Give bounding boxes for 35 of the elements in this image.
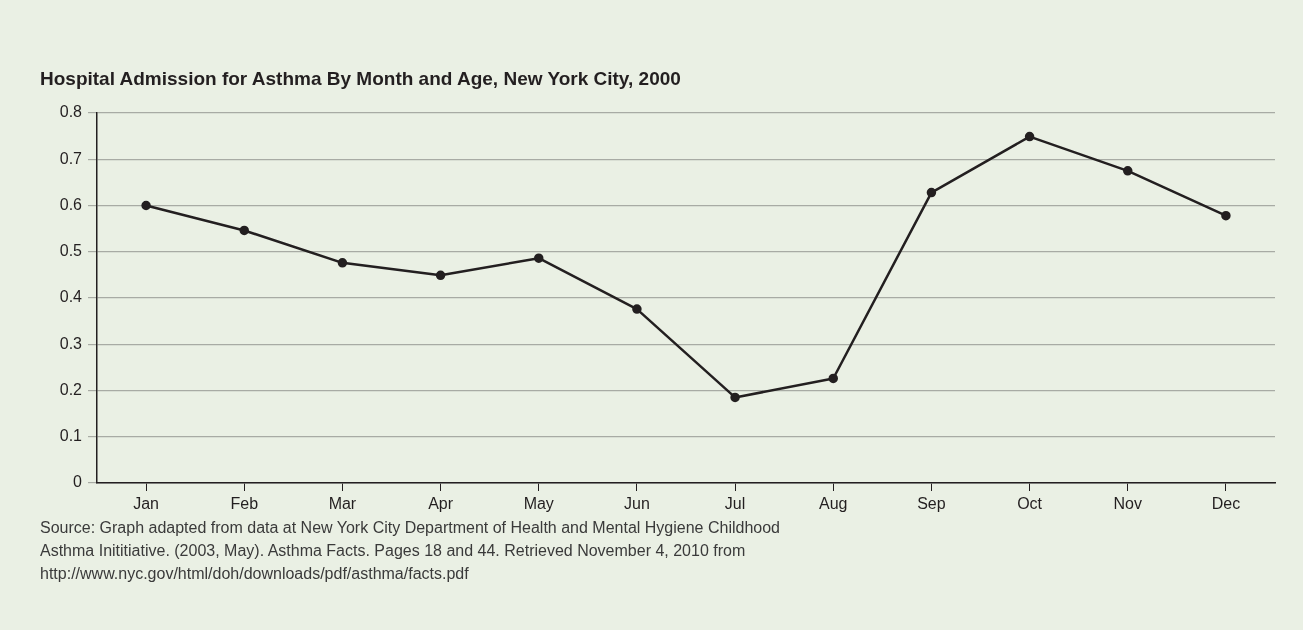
point bbox=[534, 253, 544, 263]
x-tick-label: Jun bbox=[624, 495, 650, 513]
y-tick-label: 0.8 bbox=[59, 103, 83, 121]
x-tick-label: Nov bbox=[1113, 495, 1142, 513]
x-tick-label: Feb bbox=[230, 495, 259, 513]
y-tick-label: 0 bbox=[73, 473, 83, 491]
point bbox=[926, 187, 937, 198]
source-note: Source: Graph adapted from data at New York City Department of Health and Mental Hygiene Childhood Asthma Inititiative. (2003, May). Asthma Facts. Pages 18 and 44. Retrieved November 4, 2010 from http://www.nyc.gov/html/doh/downloads/pdf/asthma/facts.pdf bbox=[40, 518, 780, 584]
point bbox=[141, 200, 151, 211]
x-tick-label: Apr bbox=[428, 495, 454, 513]
y-tick-label: 0.1 bbox=[59, 427, 83, 445]
x-tick-label: Aug bbox=[819, 495, 848, 513]
point bbox=[239, 225, 249, 236]
point bbox=[337, 258, 348, 268]
x-tick-label: Mar bbox=[328, 495, 357, 513]
y-tick-label: 0.6 bbox=[59, 195, 83, 213]
y-tick-label: 0.4 bbox=[59, 288, 83, 306]
point bbox=[1024, 131, 1035, 142]
x-tick-label: May bbox=[523, 495, 554, 513]
point bbox=[1221, 210, 1231, 221]
x-tick-label: Jul bbox=[724, 495, 746, 513]
point bbox=[632, 304, 642, 314]
point bbox=[435, 270, 446, 281]
y-tick-label: 0.3 bbox=[59, 334, 83, 352]
x-tick-label: Sep bbox=[917, 495, 946, 513]
point bbox=[828, 373, 838, 384]
y-tick-label: 0.2 bbox=[59, 380, 83, 398]
x-tick-label: Oct bbox=[1017, 495, 1043, 513]
x-tick-label: Jan bbox=[133, 495, 159, 513]
y-tick-label: 0.7 bbox=[59, 149, 83, 167]
point bbox=[1123, 166, 1133, 176]
x-tick-label: Dec bbox=[1211, 495, 1241, 513]
y-tick-label: 0.5 bbox=[59, 242, 83, 260]
point bbox=[730, 392, 740, 403]
chart-title: Hospital Admission for Asthma By Month and Age, New York City, 2000 bbox=[40, 68, 681, 90]
